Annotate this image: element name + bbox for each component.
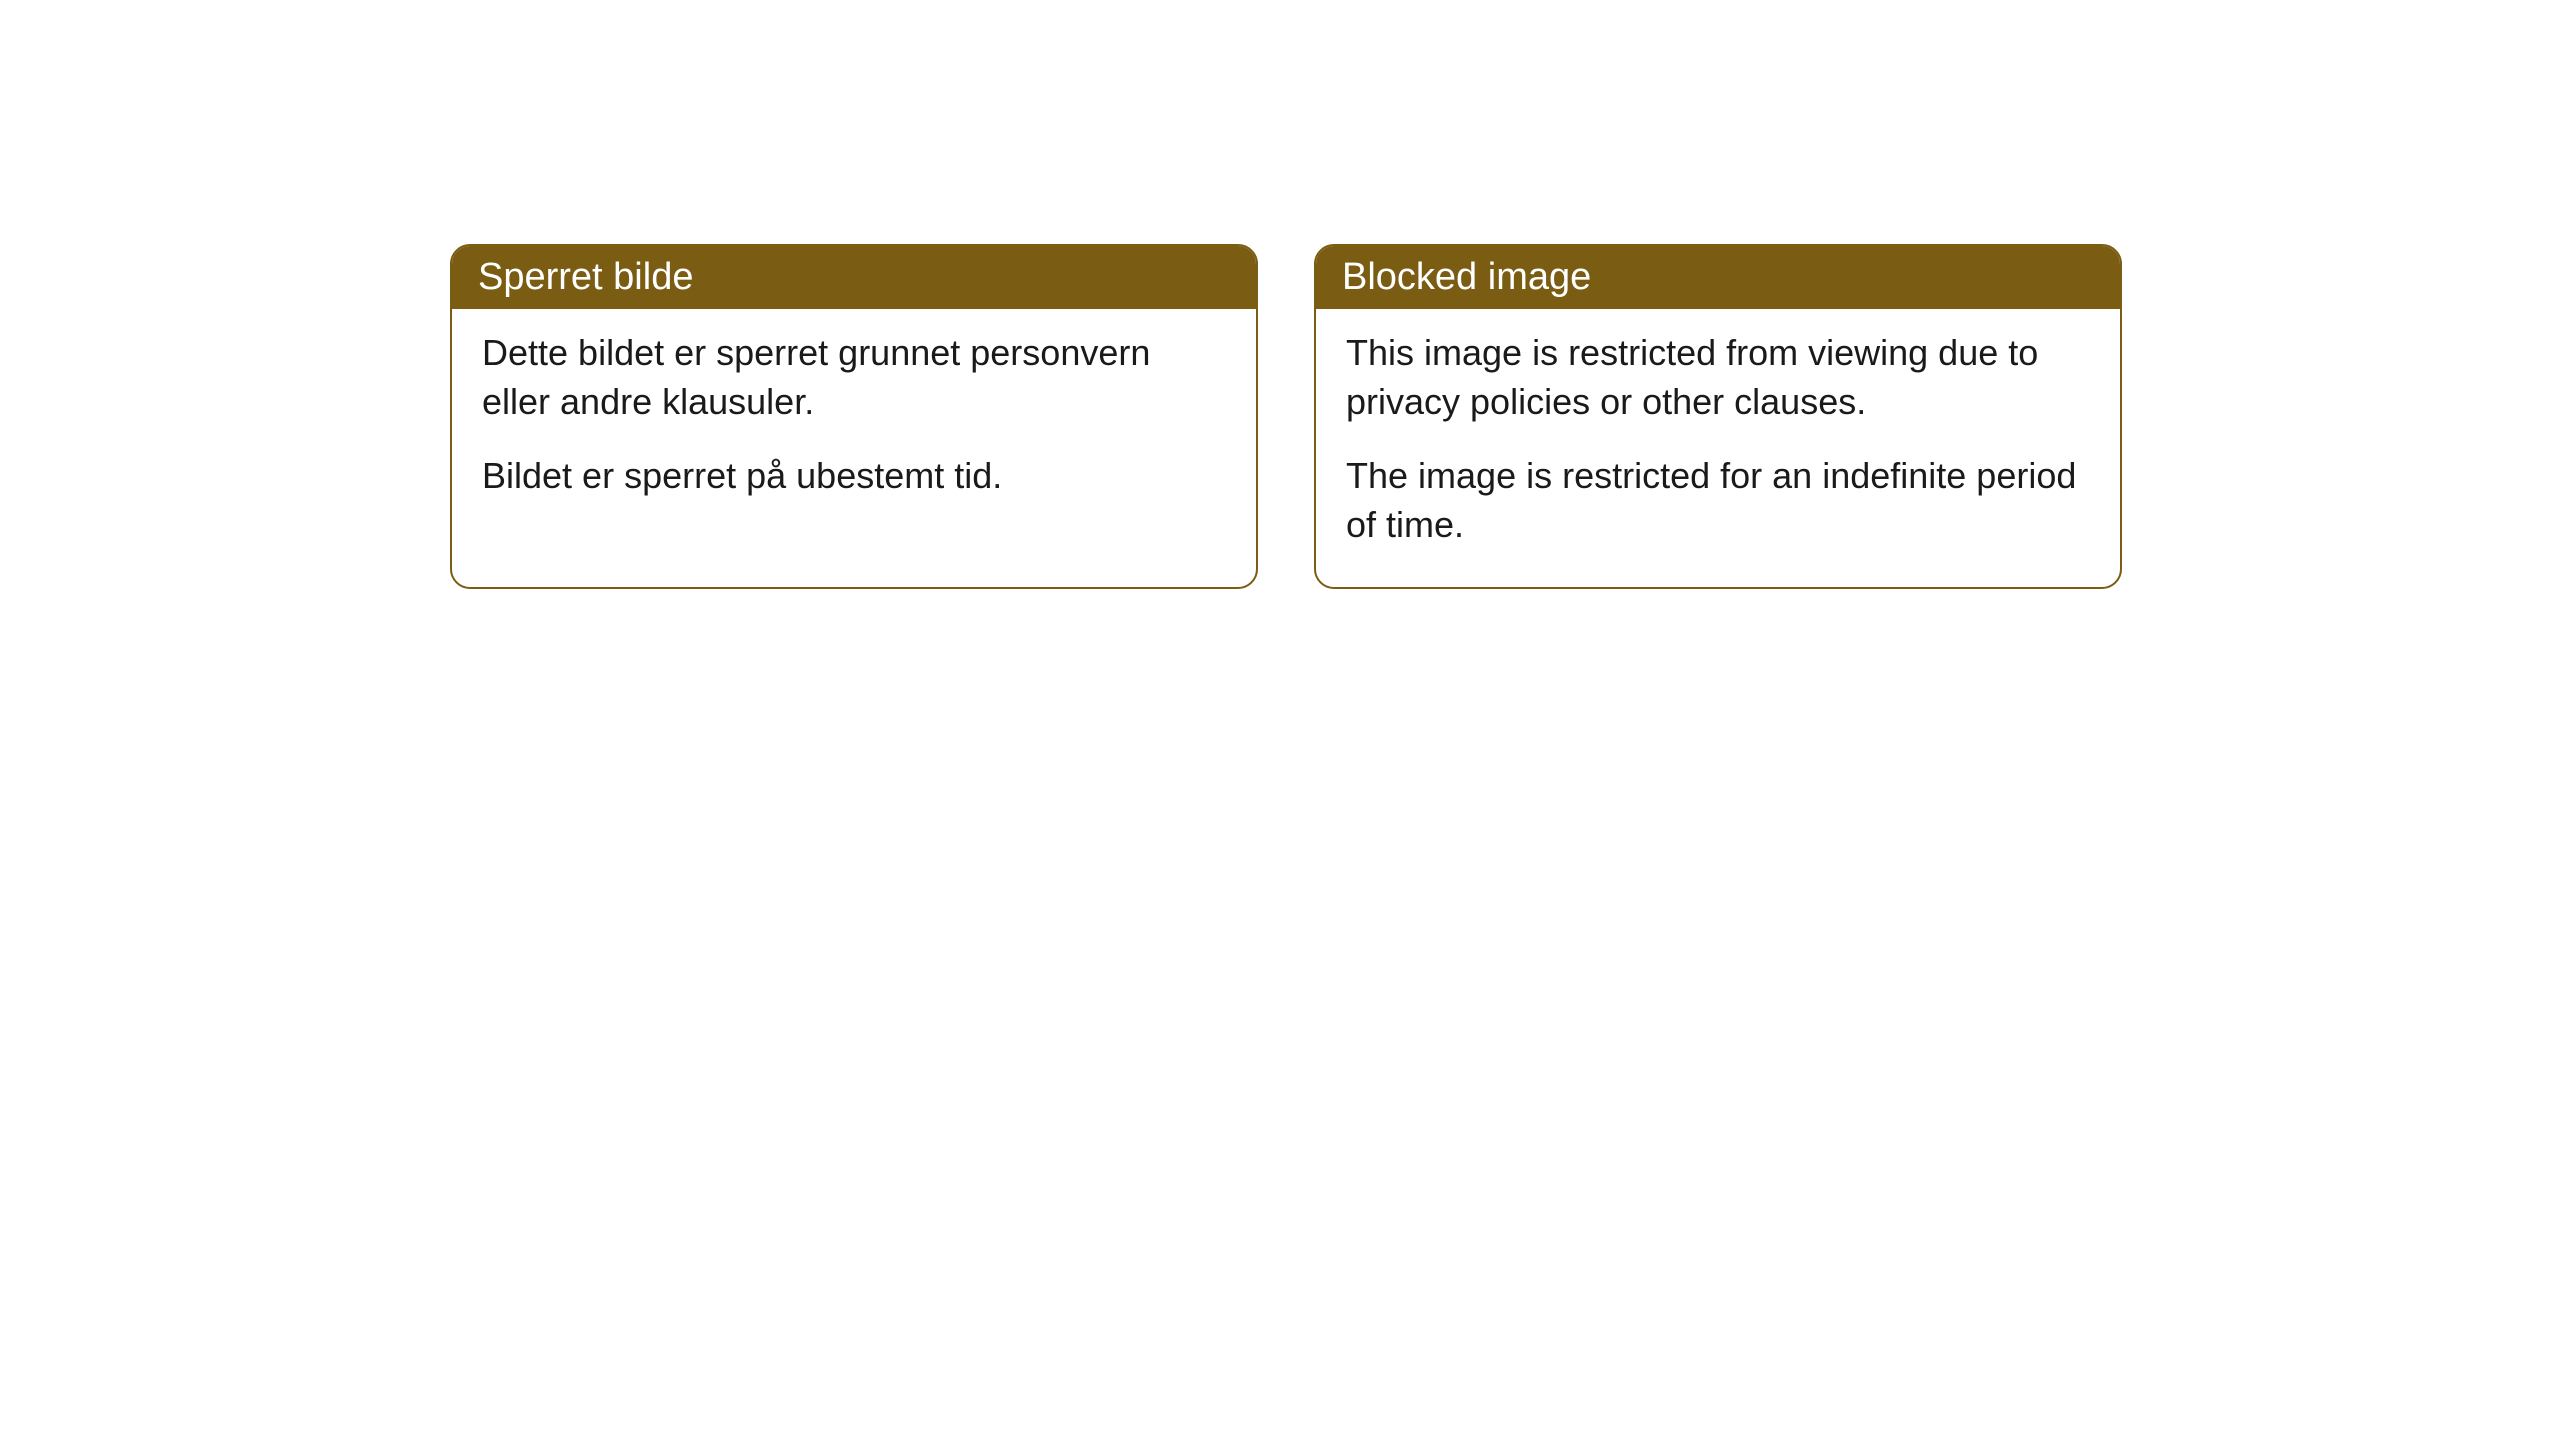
paragraph-1-english: This image is restricted from viewing du…: [1346, 329, 2090, 426]
paragraph-2-english: The image is restricted for an indefinit…: [1346, 452, 2090, 549]
card-title-english: Blocked image: [1316, 246, 2120, 309]
notice-cards-container: Sperret bilde Dette bildet er sperret gr…: [450, 244, 2122, 589]
blocked-image-card-norwegian: Sperret bilde Dette bildet er sperret gr…: [450, 244, 1258, 589]
paragraph-2-norwegian: Bildet er sperret på ubestemt tid.: [482, 452, 1226, 501]
card-title-norwegian: Sperret bilde: [452, 246, 1256, 309]
card-body-norwegian: Dette bildet er sperret grunnet personve…: [452, 309, 1256, 539]
paragraph-1-norwegian: Dette bildet er sperret grunnet personve…: [482, 329, 1226, 426]
blocked-image-card-english: Blocked image This image is restricted f…: [1314, 244, 2122, 589]
card-body-english: This image is restricted from viewing du…: [1316, 309, 2120, 587]
